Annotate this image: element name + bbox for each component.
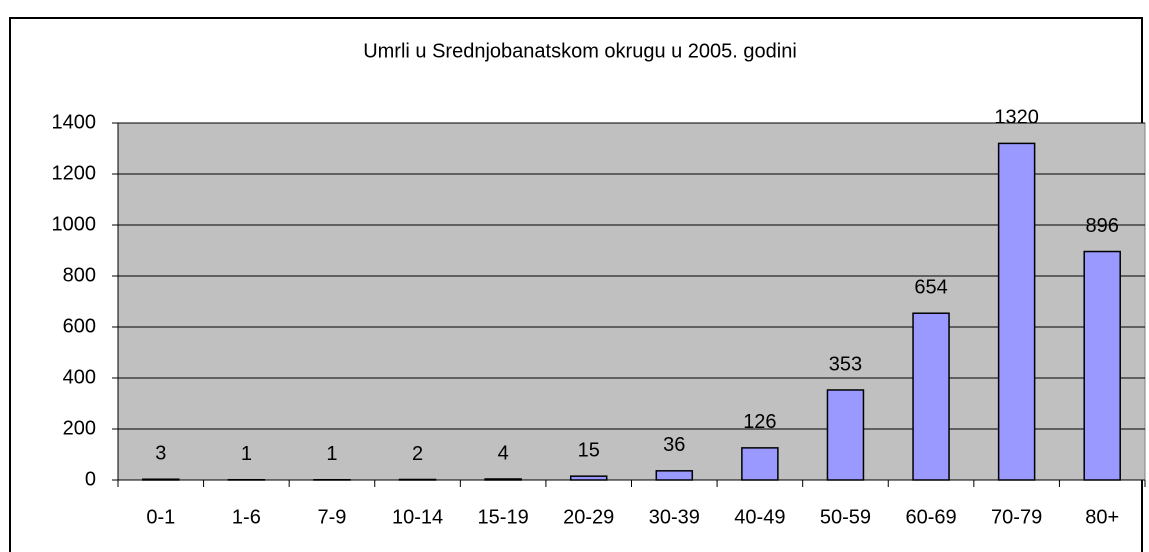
x-tick-label: 1-6 bbox=[232, 506, 261, 528]
x-tick-label: 20-29 bbox=[563, 506, 614, 528]
bar bbox=[826, 389, 865, 481]
y-tick-label: 400 bbox=[63, 366, 96, 388]
bar bbox=[569, 475, 608, 481]
x-tick-label: 40-49 bbox=[734, 506, 785, 528]
y-tick-label: 1400 bbox=[52, 111, 97, 133]
bar bbox=[997, 142, 1036, 481]
value-label: 4 bbox=[498, 442, 509, 464]
value-label: 126 bbox=[743, 411, 776, 433]
value-label: 15 bbox=[578, 439, 600, 461]
x-tick-label: 30-39 bbox=[649, 506, 700, 528]
y-tick-label: 1200 bbox=[52, 162, 97, 184]
value-label: 896 bbox=[1086, 215, 1119, 237]
y-tick-label: 800 bbox=[63, 264, 96, 286]
y-tick-label: 0 bbox=[85, 468, 96, 490]
y-tick-label: 1000 bbox=[52, 213, 97, 235]
x-tick-label: 0-1 bbox=[146, 506, 175, 528]
value-label: 353 bbox=[829, 353, 862, 375]
x-tick-label: 15-19 bbox=[478, 506, 529, 528]
y-tick-label: 600 bbox=[63, 315, 96, 337]
bar bbox=[142, 478, 180, 481]
y-tick-label: 200 bbox=[63, 417, 96, 439]
value-label: 654 bbox=[914, 277, 947, 299]
x-tick-label: 10-14 bbox=[392, 506, 443, 528]
bar bbox=[741, 447, 779, 481]
value-label: 1 bbox=[326, 443, 337, 465]
bar bbox=[484, 478, 522, 481]
value-label: 2 bbox=[412, 443, 423, 465]
bar bbox=[398, 478, 437, 481]
x-tick-label: 7-9 bbox=[318, 506, 347, 528]
plot-area bbox=[117, 122, 1146, 481]
value-label: 36 bbox=[663, 434, 685, 456]
value-label: 3 bbox=[155, 443, 166, 465]
chart-title: Umrli u Srednjobanatskom okrugu u 2005. … bbox=[363, 40, 797, 62]
x-tick-label: 70-79 bbox=[991, 506, 1042, 528]
value-label: 1 bbox=[241, 443, 252, 465]
bar bbox=[1083, 250, 1121, 481]
x-tick-label: 80+ bbox=[1085, 506, 1119, 528]
x-tick-label: 60-69 bbox=[905, 506, 956, 528]
x-tick-label: 50-59 bbox=[820, 506, 871, 528]
bar bbox=[912, 312, 950, 481]
value-label: 1320 bbox=[994, 107, 1039, 129]
bar bbox=[655, 470, 694, 481]
